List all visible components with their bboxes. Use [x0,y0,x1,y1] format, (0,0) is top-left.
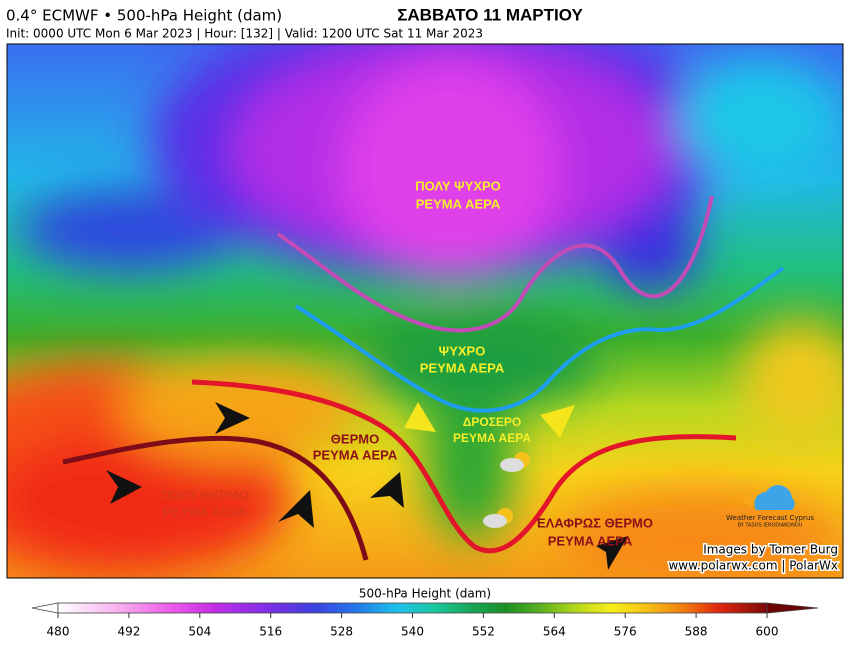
colorbar-tick-label: 600 [756,625,779,639]
colorbar-tick-label: 516 [259,625,282,639]
colorbar-tick-label: 504 [188,625,211,639]
colorbar-tick-label: 528 [330,625,353,639]
annotation: ΠΟΛΥ ΘΕΡΜΟ [161,487,248,502]
flow-arrow [370,472,404,508]
weather-icon [483,452,530,528]
annotation: ΡΕΥΜΑ ΑΕΡΑ [548,533,633,548]
annotation: ΡΕΥΜΑ ΑΕΡΑ [163,504,248,519]
annotation: ΡΕΥΜΑ ΑΕΡΑ [453,431,531,445]
colorbar-bar [57,602,768,614]
flow-arrow [540,405,575,438]
colorbar-tick-label: 588 [685,625,708,639]
annotation: ΡΕΥΜΑ ΑΕΡΑ [313,447,398,462]
title: ΣΑΒΒΑΤΟ 11 ΜΑΡΤΙΟΥ [397,5,583,24]
annotation: ΡΕΥΜΑ ΑΕΡΑ [416,196,501,211]
colorbar-tick-label: 492 [117,625,140,639]
colorbar-tick-label: 564 [543,625,566,639]
colorbar-extend [31,602,59,614]
credit: www.polarwx.com | PolarWx [668,559,838,573]
flow-arrow [215,402,250,434]
stream-line [191,379,737,554]
colorbar-tick-label: 576 [614,625,637,639]
flow-arrow [278,490,314,528]
flow-arrow [106,470,142,504]
annotation: ΡΕΥΜΑ ΑΕΡΑ [420,360,505,375]
logo-by: BY TASOS IERODIAKONOU [738,523,803,529]
annotation: ΠΟΛΥ ΨΥΧΡΟ [415,178,501,193]
stream-line [276,195,714,333]
colorbar-extend [766,602,819,614]
stream-line [62,435,369,561]
map: ΠΟΛΥ ΨΥΧΡΟ ΡΕΥΜΑ ΑΕΡΑ ΨΥΧΡΟ ΡΕΥΜΑ ΑΕΡΑ Δ… [7,44,843,578]
flow-arrow [404,402,436,432]
colorbar-tick-label: 552 [472,625,495,639]
flow-arrow [596,536,628,570]
stream-line [294,266,785,413]
colorbar-tick-label: 540 [401,625,424,639]
height-shading [7,44,843,578]
annotation: ΔΡΟΣΕΡΟ [463,415,522,429]
colorbar-tick-label: 480 [47,625,70,639]
colorbar [31,602,819,614]
annotation: ΕΛΑΦΡΩΣ ΘΕΡΜΟ [537,515,653,530]
logo-name: Weather Forecast Cyprus [726,514,814,522]
init-line: Init: 0000 UTC Mon 6 Mar 2023 | Hour: [1… [6,27,483,41]
credit: Images by Tomer Burg [703,543,838,557]
logo: Weather Forecast Cyprus BY TASOS IERODIA… [726,485,814,529]
product-label: 0.4° ECMWF • 500-hPa Height (dam) [6,7,282,25]
annotation: ΘΕΡΜΟ [331,431,379,446]
colorbar-label: 500-hPa Height (dam) [359,587,491,601]
map-frame [6,43,844,579]
annotation: ΨΥΧΡΟ [439,343,486,358]
